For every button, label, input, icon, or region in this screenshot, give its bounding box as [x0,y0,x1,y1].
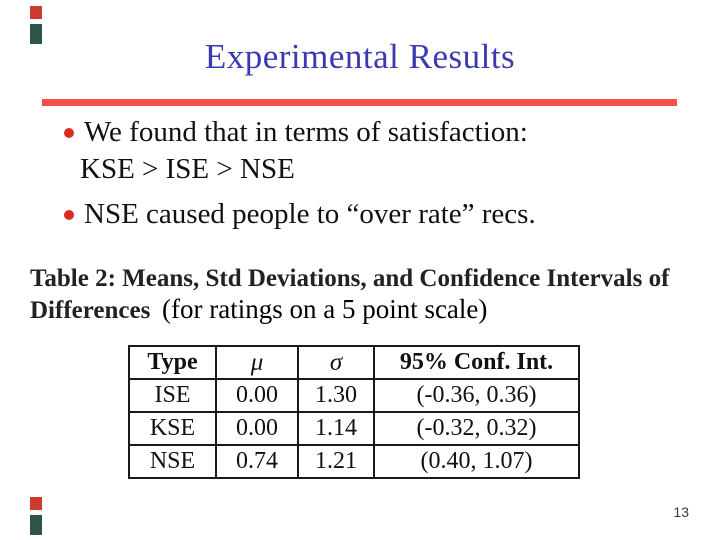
cell-type: KSE [128,411,217,446]
cell-ci: (0.40, 1.07) [373,444,580,479]
results-table: Type μ σ 95% Conf. Int. ISE 0.00 1.30 (-… [128,345,580,479]
edge-decoration-bottom-teal [30,515,42,535]
edge-decoration-top-teal [30,24,42,44]
cell-mu: 0.00 [215,378,299,413]
cell-sigma: 1.21 [297,444,375,479]
cell-ci: (-0.32, 0.32) [373,411,580,446]
cell-sigma: 1.30 [297,378,375,413]
header-conf-int: 95% Conf. Int. [373,345,580,380]
bullet-icon [64,210,74,220]
bullet-text-overrate: NSE caused people to “over rate” recs. [84,198,536,230]
edge-decoration-bottom-red [30,497,42,510]
cell-sigma: 1.14 [297,411,375,446]
header-sigma: σ [297,345,375,380]
table-header-row: Type μ σ 95% Conf. Int. [128,345,580,380]
table-row: NSE 0.74 1.21 (0.40, 1.07) [128,444,580,479]
edge-decoration-top-red [30,6,42,19]
title-underline-rule [42,99,677,106]
header-type: Type [128,345,217,380]
table-row: KSE 0.00 1.14 (-0.32, 0.32) [128,411,580,446]
cell-mu: 0.00 [215,411,299,446]
cell-ci: (-0.36, 0.36) [373,378,580,413]
table-row: ISE 0.00 1.30 (-0.36, 0.36) [128,378,580,413]
table-caption-line1: Table 2: Means, Std Deviations, and Conf… [30,265,670,292]
bullet-text-satisfaction: We found that in terms of satisfaction: [84,116,528,148]
cell-type: ISE [128,378,217,413]
bullet-text-ranking: KSE > ISE > NSE [80,153,295,185]
slide-page-number: 13 [673,504,689,520]
bullet-icon [64,128,74,138]
cell-type: NSE [128,444,217,479]
header-mu: μ [215,345,299,380]
cell-mu: 0.74 [215,444,299,479]
table-caption-line2: Differences [30,297,151,324]
slide-title: Experimental Results [204,37,516,76]
table-caption-scale-note: (for ratings on a 5 point scale) [162,294,488,324]
